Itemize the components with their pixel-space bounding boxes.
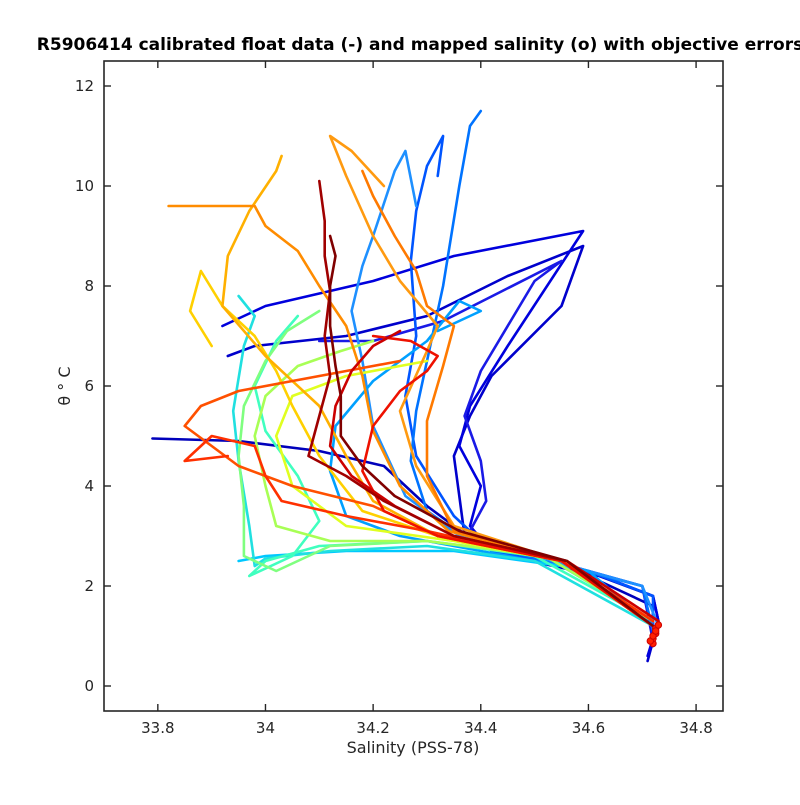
- x-axis-label: Salinity (PSS-78): [347, 738, 480, 757]
- x-tick-label: 34: [256, 719, 275, 737]
- y-tick-label: 10: [75, 177, 94, 195]
- y-tick-label: 8: [84, 277, 94, 295]
- y-tick-label: 12: [75, 77, 94, 95]
- series-line-22: [361, 334, 655, 628]
- mapped-salinity-marker-5: [654, 621, 663, 629]
- series-line-10: [231, 294, 655, 628]
- y-axis-label: θ ° C: [55, 366, 74, 405]
- series-line-19: [361, 169, 655, 628]
- y-tick-label: 0: [84, 677, 94, 695]
- series-line-18: [328, 134, 655, 623]
- series-layer: [151, 109, 660, 663]
- y-axis: 0 2 4 6 8 10 12: [75, 77, 723, 695]
- y-tick-label: 2: [84, 577, 94, 595]
- x-tick-label: 34.4: [464, 719, 497, 737]
- x-tick-label: 33.8: [141, 719, 174, 737]
- x-axis: 33.8 34 34.2 34.4 34.6 34.8: [141, 61, 713, 737]
- x-tick-label: 34.6: [572, 719, 605, 737]
- series-line-3: [151, 437, 655, 648]
- mapped-salinity-marker-8: [652, 627, 660, 635]
- chart-title: R5906414 calibrated float data (-) and m…: [37, 35, 800, 55]
- x-tick-label: 34.2: [356, 719, 389, 737]
- series-line-25: [328, 234, 655, 628]
- mapped-salinity-markers: [646, 621, 663, 648]
- x-tick-label: 34.8: [679, 719, 712, 737]
- y-tick-label: 6: [84, 377, 94, 395]
- series-line-13: [253, 339, 655, 623]
- y-tick-label: 4: [84, 477, 94, 495]
- series-line-24: [307, 179, 655, 628]
